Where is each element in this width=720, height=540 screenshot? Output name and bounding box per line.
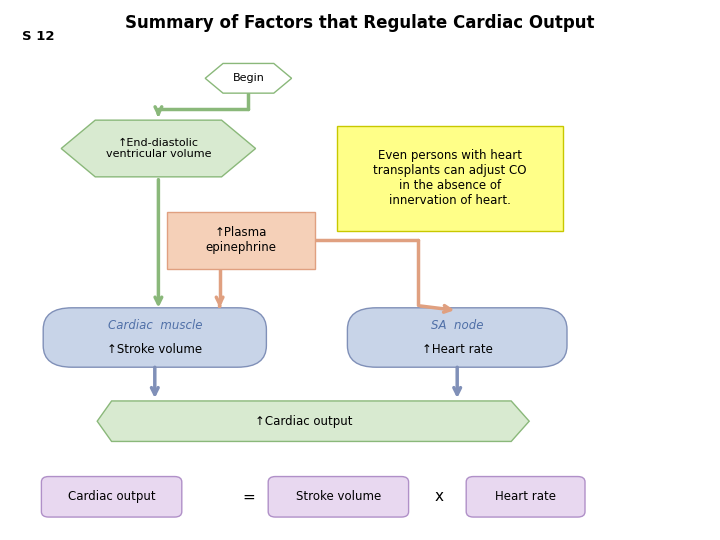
Text: ↑Cardiac output: ↑Cardiac output [256,415,353,428]
FancyBboxPatch shape [43,308,266,367]
Polygon shape [97,401,529,442]
Text: SA  node: SA node [431,319,483,332]
Text: ↑Stroke volume: ↑Stroke volume [107,343,202,356]
Polygon shape [205,64,292,93]
FancyBboxPatch shape [167,212,315,268]
Text: x: x [435,489,444,504]
Text: ↑Plasma
epinephrine: ↑Plasma epinephrine [206,226,276,254]
FancyBboxPatch shape [42,477,181,517]
Text: Cardiac  muscle: Cardiac muscle [107,319,202,332]
FancyBboxPatch shape [337,125,563,231]
Text: Begin: Begin [233,73,264,83]
FancyBboxPatch shape [268,477,408,517]
Text: Cardiac output: Cardiac output [68,490,156,503]
Text: =: = [242,489,255,504]
FancyBboxPatch shape [467,477,585,517]
Text: Heart rate: Heart rate [495,490,556,503]
Text: ↑Heart rate: ↑Heart rate [422,343,492,356]
Polygon shape [61,120,256,177]
Text: Even persons with heart
transplants can adjust CO
in the absence of
innervation : Even persons with heart transplants can … [373,149,527,207]
Text: ↑End-diastolic
ventricular volume: ↑End-diastolic ventricular volume [106,138,211,159]
Text: Summary of Factors that Regulate Cardiac Output: Summary of Factors that Regulate Cardiac… [125,14,595,31]
Text: S 12: S 12 [22,30,54,43]
Text: Stroke volume: Stroke volume [296,490,381,503]
FancyBboxPatch shape [348,308,567,367]
